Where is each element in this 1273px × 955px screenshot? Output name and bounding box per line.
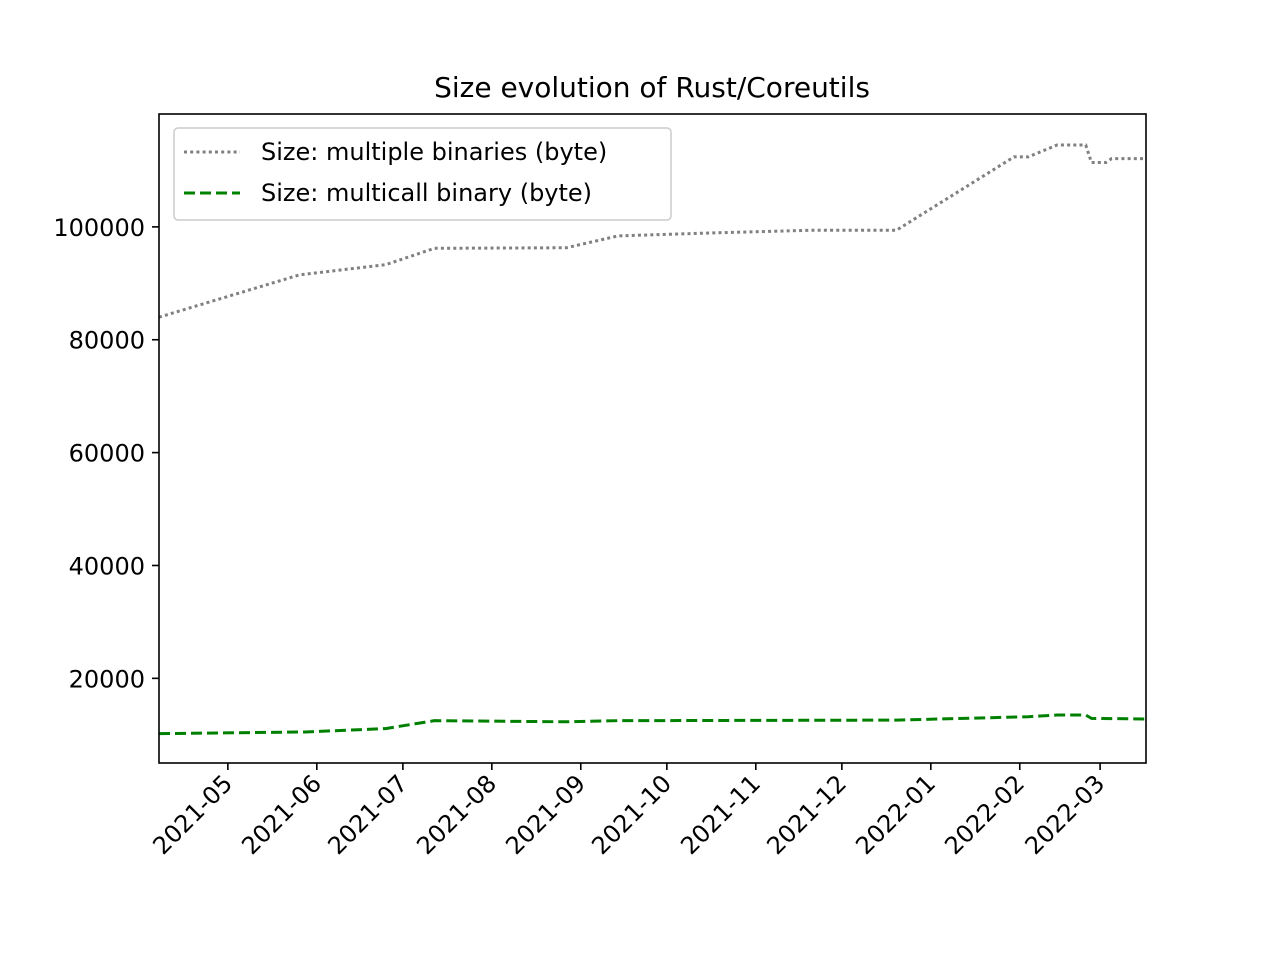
plot-lines: [158, 143, 1147, 736]
y-axis: 20000 40000 60000 80000 100000: [53, 214, 159, 693]
y-tick-label: 80000: [69, 327, 145, 355]
y-tick-label: 100000: [53, 214, 145, 242]
series-line-1: [158, 143, 1146, 319]
y-tick-label: 60000: [69, 440, 145, 468]
legend-box: [173, 127, 672, 221]
legend-label: Size: multiple binaries (byte): [261, 138, 607, 166]
series-line-2: [158, 713, 1147, 736]
plot-frame: [158, 113, 1147, 764]
legend-label: Size: multicall binary (byte): [261, 179, 592, 207]
chart-title: Size evolution of Rust/Coreutils: [434, 71, 870, 104]
y-tick-label: 40000: [69, 552, 145, 580]
y-tick-label: 20000: [69, 665, 145, 693]
legend: Size: multiple binaries (byte) Size: mult…: [173, 127, 672, 221]
